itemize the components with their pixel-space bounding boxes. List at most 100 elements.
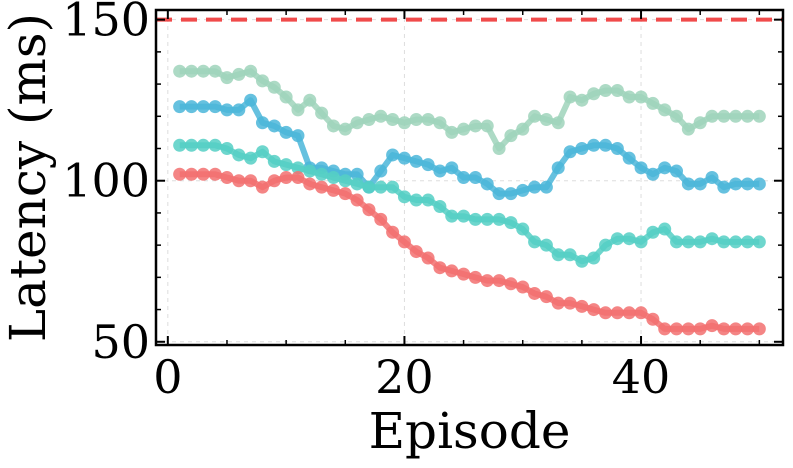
data-point [492,142,506,156]
data-point [291,161,305,175]
data-point [587,303,601,317]
data-point [220,171,234,184]
data-point [445,125,459,139]
data-point [315,167,329,181]
data-point [563,248,577,262]
y-tick-label: 100 [62,154,150,208]
data-point [551,161,565,175]
series-4 [173,167,766,336]
data-point [255,180,269,194]
data-point [173,138,187,152]
data-point [741,109,755,123]
series-group [173,64,766,336]
data-point [658,103,672,117]
data-point [303,164,317,178]
data-point [409,154,423,168]
data-point [220,103,234,117]
data-point [196,100,210,114]
data-point [480,177,494,191]
data-point [350,193,364,207]
data-point [599,238,613,252]
data-point [244,151,258,165]
data-point [409,245,423,259]
series-line [179,171,760,332]
data-point [622,306,636,320]
data-point [528,109,542,123]
data-point [374,180,388,194]
data-point [729,177,743,191]
data-point [575,299,589,313]
data-point [232,67,246,81]
data-point [587,87,601,101]
series-2 [173,93,766,201]
data-point [445,264,459,278]
data-point [232,174,246,188]
data-point [670,322,684,336]
data-point [492,212,506,226]
data-point [326,171,340,184]
data-point [303,177,317,191]
data-point [244,64,258,78]
data-point [729,109,743,123]
data-point [681,235,695,249]
data-point [350,177,364,191]
data-point [693,322,707,336]
data-point [658,322,672,336]
data-point [421,158,435,172]
data-point [504,277,518,291]
data-point [255,74,269,88]
data-point [563,296,577,310]
data-point [504,129,518,143]
data-point [634,306,648,320]
data-point [362,203,376,217]
data-point [551,248,565,262]
data-point [374,212,388,226]
data-point [717,322,731,336]
data-point [291,129,305,143]
data-point [232,148,246,162]
data-point [551,296,565,310]
y-axis-label: Latency (ms) [0,13,57,342]
data-point [184,167,198,181]
data-point [279,125,293,139]
data-point [752,322,766,336]
data-point [516,183,530,197]
data-point [658,161,672,175]
data-point [267,174,281,188]
data-point [528,180,542,194]
data-point [622,151,636,165]
data-point [457,122,471,136]
data-point [741,177,755,191]
data-point [752,177,766,191]
data-point [516,222,530,236]
data-point [752,109,766,123]
data-point [362,113,376,127]
data-point [528,235,542,249]
data-point [173,100,187,114]
data-point [421,193,435,207]
data-point [622,232,636,246]
series-1 [173,64,766,156]
data-point [173,167,187,181]
data-point [433,261,447,275]
data-point [303,93,317,107]
data-point [492,274,506,288]
data-point [468,119,482,133]
data-point [634,90,648,104]
data-point [315,180,329,194]
data-point [551,116,565,130]
data-point [409,113,423,127]
data-point [468,212,482,226]
data-point [539,113,553,127]
data-point [693,177,707,191]
data-point [622,90,636,104]
data-point [291,171,305,184]
data-point [705,232,719,246]
data-point [752,235,766,249]
data-point [409,193,423,207]
data-point [397,151,411,165]
data-point [208,100,222,114]
data-point [563,145,577,159]
data-point [184,64,198,78]
data-point [374,109,388,123]
